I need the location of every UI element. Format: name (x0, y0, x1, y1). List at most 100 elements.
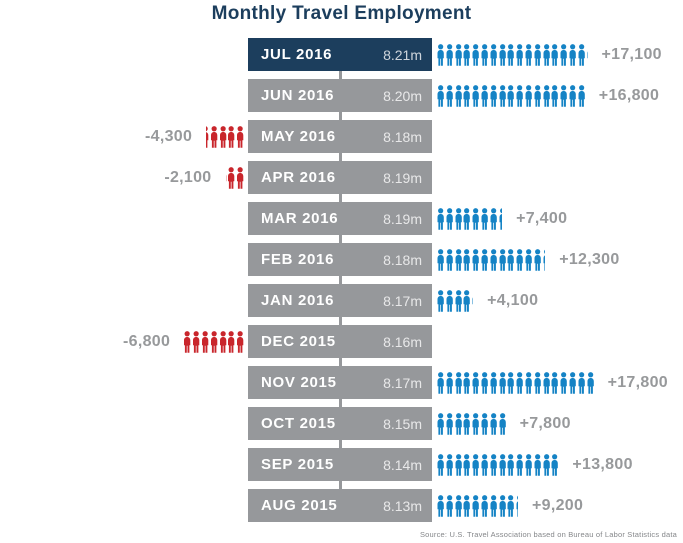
month-block: SEP 2015 8.14m (248, 448, 432, 481)
row-connector (339, 194, 342, 202)
person-icon (525, 43, 532, 66)
change-value-label: -4,300 (145, 127, 193, 145)
person-icon (516, 371, 523, 394)
person-icon (490, 84, 497, 107)
month-block: JAN 2016 8.17m (248, 284, 432, 317)
person-icon (446, 289, 453, 312)
month-block: JUL 2016 8.21m (248, 38, 432, 71)
person-icon (463, 43, 471, 66)
person-icon (499, 412, 506, 435)
employment-value: 8.17m (383, 292, 422, 309)
person-icon (490, 43, 497, 66)
person-icon (446, 453, 453, 476)
person-icon (219, 125, 226, 148)
row-connector (339, 235, 342, 243)
person-icon (534, 43, 541, 66)
person-icon (481, 453, 488, 476)
row-unit: NOV 2015 8.17m +17,800 (0, 366, 683, 407)
partial-icon-mask (558, 451, 567, 478)
month-block: APR 2016 8.19m (248, 161, 432, 194)
person-icon (455, 453, 462, 476)
person-icon (437, 248, 444, 271)
negative-zone (0, 448, 248, 481)
person-icon (560, 371, 567, 394)
row-connector (339, 71, 342, 79)
month-label: JUL 2016 (261, 46, 333, 63)
person-icon (237, 166, 244, 189)
person-icon (551, 453, 559, 476)
partial-icon-mask (518, 492, 526, 519)
employment-value: 8.18m (383, 251, 422, 268)
negative-zone (0, 38, 248, 71)
icon-strip (437, 494, 518, 517)
employment-value: 8.18m (383, 128, 422, 145)
month-row: MAR 2016 8.19m +7,400 (0, 202, 683, 235)
person-icon (499, 494, 506, 517)
positive-zone: +7,800 (432, 407, 683, 440)
change-value-label: +4,100 (487, 291, 539, 309)
person-icon (569, 43, 576, 66)
person-icon (499, 43, 506, 66)
employment-value: 8.19m (383, 210, 422, 227)
person-icon (455, 371, 462, 394)
icon-strip (437, 412, 506, 435)
negative-zone (0, 284, 248, 317)
person-icon (463, 453, 471, 476)
person-icon (446, 494, 453, 517)
person-icon (463, 248, 471, 271)
month-row: JAN 2016 8.17m +4,100 (0, 284, 683, 317)
person-icon (560, 84, 567, 107)
person-icon (437, 412, 444, 435)
month-row: SEP 2015 8.14m +13,800 (0, 448, 683, 481)
negative-zone (0, 202, 248, 235)
person-icon (228, 166, 235, 189)
person-icon (551, 84, 559, 107)
person-icon (507, 371, 515, 394)
change-value-label: +16,800 (598, 86, 660, 104)
person-icon (455, 43, 462, 66)
person-icon (219, 330, 226, 353)
icon-strip (437, 84, 585, 107)
row-unit: JUN 2016 8.20m +16,800 (0, 79, 683, 120)
month-label: NOV 2015 (261, 374, 337, 391)
month-label: MAY 2016 (261, 128, 336, 145)
row-connector (339, 153, 342, 161)
person-icon (534, 248, 541, 271)
person-icon (481, 494, 488, 517)
icon-strip (437, 289, 474, 312)
person-icon (472, 412, 479, 435)
person-icon (543, 453, 550, 476)
person-icon (437, 289, 444, 312)
row-connector (339, 481, 342, 489)
person-icon (499, 207, 503, 230)
row-unit: FEB 2016 8.18m +12,300 (0, 243, 683, 284)
negative-zone (0, 243, 248, 276)
person-icon (437, 453, 444, 476)
person-icon (578, 84, 585, 107)
person-icon (490, 248, 497, 271)
person-icon (237, 125, 244, 148)
person-icon (210, 125, 218, 148)
person-icon (463, 84, 471, 107)
employment-value: 8.13m (383, 497, 422, 514)
person-icon (525, 248, 532, 271)
icon-strip (437, 453, 559, 476)
employment-value: 8.21m (383, 46, 422, 63)
person-icon (455, 207, 462, 230)
person-icon (446, 207, 453, 230)
person-icon (516, 453, 523, 476)
person-icon (446, 412, 453, 435)
person-icon (543, 43, 550, 66)
month-block: AUG 2015 8.13m (248, 489, 432, 522)
person-icon (472, 207, 479, 230)
month-block: NOV 2015 8.17m (248, 366, 432, 399)
person-icon (534, 453, 541, 476)
icon-strip (206, 125, 244, 148)
person-icon (525, 84, 532, 107)
person-icon (463, 207, 471, 230)
row-unit: MAR 2016 8.19m +7,400 (0, 202, 683, 243)
negative-zone: -6,800 (0, 325, 248, 358)
positive-zone: +12,300 (432, 243, 683, 276)
person-icon (463, 289, 471, 312)
